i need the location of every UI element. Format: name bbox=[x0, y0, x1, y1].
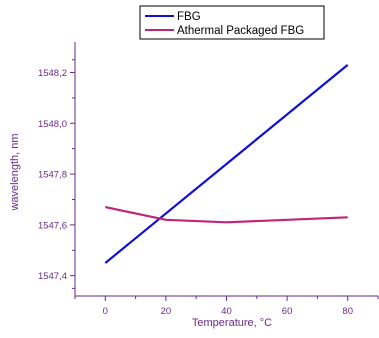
legend-box bbox=[139, 5, 325, 40]
series-layer bbox=[104, 64, 349, 264]
x-tick-label: 0 bbox=[103, 306, 108, 317]
x-axis-title: Temperature, °C bbox=[192, 317, 272, 329]
x-tick-label: 80 bbox=[342, 306, 353, 317]
legend-label-athermal: Athermal Packaged FBG bbox=[177, 25, 304, 37]
legend-label-fbg: FBG bbox=[177, 11, 201, 23]
axes: 1547,4 1547,6 1547,8 1548,0 1548,2 0 20 40 60 80 bbox=[38, 42, 379, 317]
x-tick-label: 40 bbox=[221, 306, 232, 317]
legend: FBG Athermal Packaged FBG bbox=[139, 5, 325, 40]
y-tick-label: 1547,8 bbox=[38, 170, 67, 181]
y-tick-label: 1547,4 bbox=[38, 271, 67, 282]
y-tick-label: 1547,6 bbox=[38, 220, 67, 231]
x-tick-label: 20 bbox=[161, 306, 172, 317]
y-axis-title: wavelength, nm bbox=[9, 133, 21, 211]
y-tick-label: 1548,0 bbox=[38, 119, 67, 130]
series-line-1 bbox=[105, 206, 348, 224]
x-tick-label: 60 bbox=[282, 306, 293, 317]
series-line-0 bbox=[104, 64, 349, 264]
y-tick-label: 1548,2 bbox=[38, 68, 67, 79]
